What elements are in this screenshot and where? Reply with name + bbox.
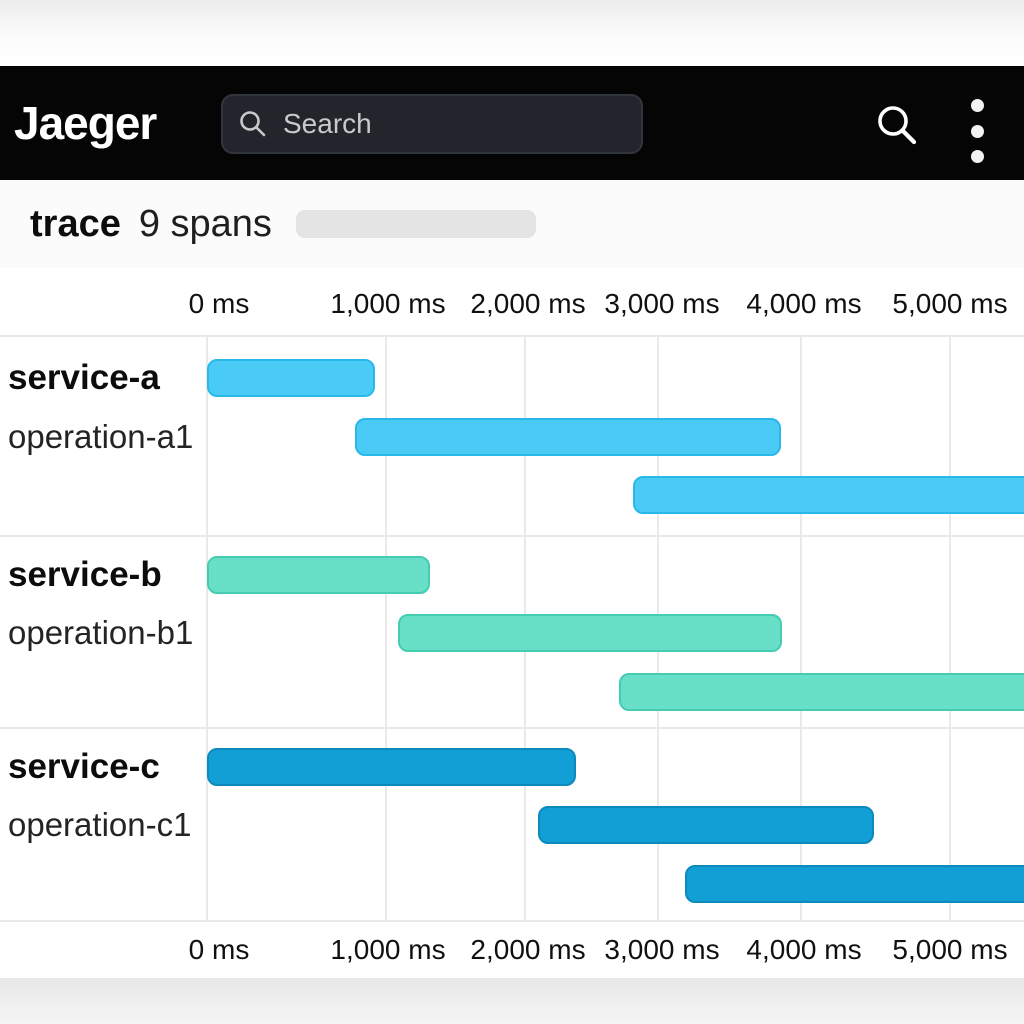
kebab-menu-icon[interactable] bbox=[963, 99, 991, 163]
search-in-field-icon bbox=[240, 111, 266, 137]
axis-tick-label-top: 1,000 ms bbox=[330, 288, 446, 319]
service-label: service-a bbox=[8, 358, 160, 397]
trace-duration-pill bbox=[295, 210, 536, 238]
trace-summary-bar: trace 9 spans bbox=[0, 180, 1024, 268]
timeline-separator bbox=[0, 535, 1024, 537]
top-margin-strip bbox=[0, 0, 1024, 66]
axis-tick-label-bottom: 1,000 ms bbox=[330, 934, 446, 965]
span-bar[interactable] bbox=[538, 806, 874, 844]
span-bar[interactable] bbox=[355, 418, 781, 456]
axis-tick-label-bottom: 0 ms bbox=[188, 934, 250, 965]
search-field[interactable] bbox=[221, 94, 643, 154]
trace-timeline: 0 ms 0 ms 1,000 ms 1,000 ms 2,000 ms 2,000 ms… bbox=[0, 268, 1024, 978]
axis-tick-label-bottom: 3,000 ms bbox=[604, 934, 720, 965]
bottom-margin-strip bbox=[0, 978, 1024, 1024]
search-icon[interactable] bbox=[871, 100, 923, 152]
axis-tick-label-top: 5,000 ms bbox=[892, 288, 1008, 319]
axis-tick-label-bottom: 4,000 ms bbox=[746, 934, 862, 965]
axis-tick-label-bottom: 5,000 ms bbox=[892, 934, 1008, 965]
span-bar[interactable] bbox=[207, 556, 430, 594]
span-count: 9 spans bbox=[138, 202, 272, 245]
axis-tick-label-top: 3,000 ms bbox=[604, 288, 720, 319]
span-bar[interactable] bbox=[207, 359, 375, 397]
app-logo: Jaeger bbox=[14, 97, 157, 149]
search-input[interactable] bbox=[281, 107, 627, 141]
span-bar[interactable] bbox=[398, 614, 782, 652]
operation-label: operation-a1 bbox=[8, 418, 194, 455]
axis-tick-label-top: 0 ms bbox=[188, 288, 250, 319]
axis-tick-label-top: 2,000 ms bbox=[470, 288, 586, 319]
axis-tick-label-top: 4,000 ms bbox=[746, 288, 862, 319]
operation-label: operation-b1 bbox=[8, 614, 194, 651]
app-header: Jaeger bbox=[0, 66, 1024, 180]
trace-title: trace bbox=[30, 202, 121, 245]
timeline-gridline bbox=[206, 336, 208, 921]
span-bar[interactable] bbox=[207, 748, 576, 786]
span-bar[interactable] bbox=[619, 673, 1024, 711]
timeline-gridline bbox=[949, 336, 951, 921]
timeline-separator bbox=[0, 335, 1024, 337]
axis-tick-label-bottom: 2,000 ms bbox=[470, 934, 586, 965]
timeline-separator bbox=[0, 920, 1024, 922]
magnifier-glyph bbox=[878, 106, 917, 145]
timeline-gridline bbox=[800, 336, 802, 921]
operation-label: operation-c1 bbox=[8, 806, 192, 843]
span-bar[interactable] bbox=[685, 865, 1024, 903]
kebab-dot bbox=[970, 124, 984, 138]
kebab-dot bbox=[970, 150, 984, 163]
service-label: service-c bbox=[8, 747, 160, 786]
span-bar[interactable] bbox=[633, 476, 1024, 514]
timeline-gridline bbox=[385, 336, 387, 921]
service-label: service-b bbox=[8, 555, 162, 594]
kebab-dot bbox=[970, 99, 984, 112]
timeline-separator bbox=[0, 727, 1024, 729]
